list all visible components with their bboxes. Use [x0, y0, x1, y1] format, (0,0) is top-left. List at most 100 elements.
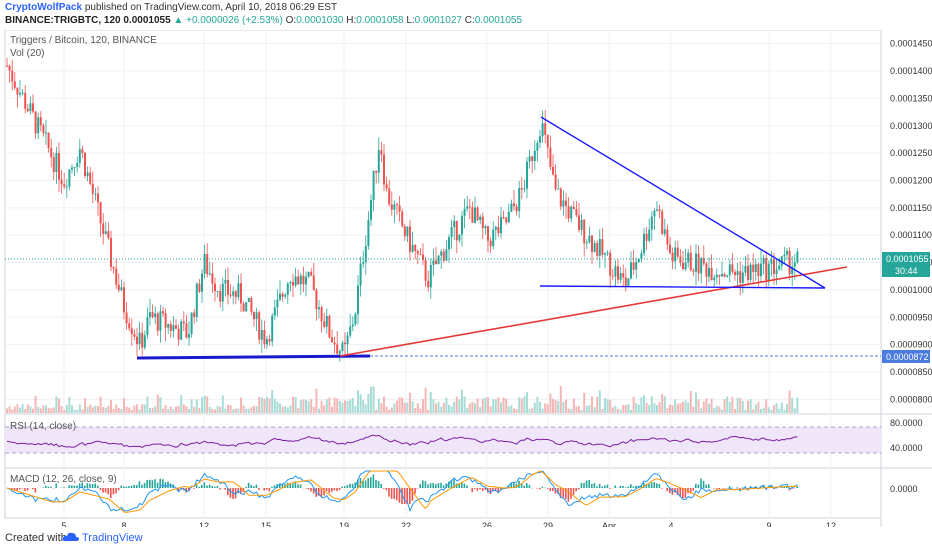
candle-body: [557, 188, 560, 190]
candle-body: [206, 253, 209, 275]
macd-hist-bar: [705, 484, 707, 488]
candle-body: [97, 193, 99, 203]
author-name[interactable]: CryptoWolfPack: [5, 2, 83, 13]
candle-body: [344, 342, 346, 345]
volume-bar: [58, 398, 60, 413]
rsi-line: [6, 434, 798, 448]
macd-hist-bar: [440, 482, 442, 488]
volume-bar: [167, 409, 170, 413]
volume-bar: [523, 396, 526, 413]
candle-body: [125, 312, 128, 324]
volume-bar: [299, 400, 302, 413]
volume-bar: [510, 405, 513, 413]
chart-canvas[interactable]: Triggers / Bitcoin, 120, BINANCE Vol (20…: [0, 30, 932, 527]
candle-body: [739, 271, 742, 283]
macd-hist-bar: [466, 485, 468, 488]
volume-bar: [767, 407, 770, 413]
low-label: L:: [406, 15, 415, 26]
macd-hist-bar: [159, 478, 161, 488]
candle-body: [697, 253, 700, 274]
volume-bar: [258, 396, 261, 413]
macd-hist-bar: [702, 480, 705, 488]
macd-hist-bar: [796, 486, 798, 488]
price-tick: 0.0001150: [890, 203, 932, 213]
volume-bar: [747, 400, 749, 413]
triangle-top-line[interactable]: [540, 116, 826, 289]
candle-body: [598, 239, 601, 256]
volume-bar: [739, 397, 742, 413]
volume-bar: [302, 399, 305, 413]
candle-body: [149, 312, 151, 318]
candle-body: [112, 266, 115, 269]
candle-body: [661, 211, 664, 234]
volume-bar: [328, 397, 331, 413]
macd-hist-bar: [120, 485, 122, 488]
volume-bar: [406, 402, 409, 413]
candle-body: [575, 209, 578, 216]
volume-bar: [567, 408, 570, 413]
macd-hist-bar: [310, 488, 312, 492]
macd-hist-bar: [546, 488, 549, 489]
volume-bar: [744, 409, 747, 413]
candle-body: [406, 226, 409, 237]
volume-bar: [778, 408, 781, 413]
volume-bar: [424, 387, 427, 413]
volume-bar: [429, 391, 432, 413]
macd-hist-bar: [591, 484, 593, 488]
volume-bar: [8, 406, 11, 413]
volume-bar: [489, 406, 492, 413]
volume-bar: [255, 406, 258, 413]
chart-header: CryptoWolfPack published on TradingView.…: [0, 0, 932, 30]
volume-bar: [487, 397, 489, 413]
macd-hist-bar: [658, 483, 661, 488]
rising-trendline[interactable]: [339, 266, 848, 357]
price-axis[interactable]: 0.0001450 0.0001400 0.0001350 0.0001300 0.00…: [890, 39, 932, 453]
candle-body: [424, 259, 427, 281]
candle-body: [232, 291, 235, 296]
candle-body: [601, 239, 604, 255]
volume-bar: [468, 403, 471, 413]
support-line[interactable]: [136, 354, 371, 360]
macd-hist-bar: [16, 488, 18, 491]
volume-bar: [583, 392, 586, 413]
volume-bar: [393, 403, 396, 413]
volume-bar: [175, 406, 177, 413]
macd-hist-bar: [32, 488, 34, 490]
volume-bar: [663, 396, 666, 413]
macd-hist-bar: [559, 488, 562, 499]
candle-body: [632, 262, 635, 270]
macd-hist-bar: [650, 482, 653, 488]
volume-bar: [138, 409, 141, 413]
volume-bar: [648, 405, 651, 413]
time-axis[interactable]: 5 8 12 15 19 22 26 29 Apr 4 9 12: [61, 521, 836, 527]
macd-hist-bar: [55, 483, 57, 488]
volume-bar: [614, 405, 617, 413]
macd-hist-bar: [26, 488, 29, 491]
macd-hist-bar: [255, 484, 258, 488]
candle-body: [221, 283, 224, 302]
candle-body: [286, 283, 289, 295]
macd-hist-bar: [614, 485, 616, 488]
macd-hist-bar: [193, 488, 195, 489]
volume-bar: [323, 405, 326, 413]
volume-bar: [448, 404, 450, 413]
volume-bar: [349, 399, 352, 413]
candle-body: [463, 208, 466, 216]
macd-hist-bar: [266, 488, 268, 490]
last-price: 0.0001055: [123, 15, 171, 26]
candle-body: [440, 251, 443, 256]
volume-bar: [752, 409, 755, 413]
volume-bar: [570, 409, 573, 413]
candle-body: [351, 324, 354, 327]
candle-body: [747, 265, 749, 280]
candle-body: [692, 270, 695, 272]
triangle-base-line[interactable]: [539, 285, 826, 289]
volume-bar: [32, 408, 34, 413]
volume-bar: [279, 403, 281, 413]
candle-body: [94, 193, 97, 195]
candle-body: [676, 247, 679, 257]
tradingview-brand[interactable]: TradingView: [82, 532, 143, 544]
support-price-tag-bg: [882, 350, 930, 363]
macd-hist-bar: [523, 485, 525, 488]
time-tick: 12: [199, 521, 209, 527]
